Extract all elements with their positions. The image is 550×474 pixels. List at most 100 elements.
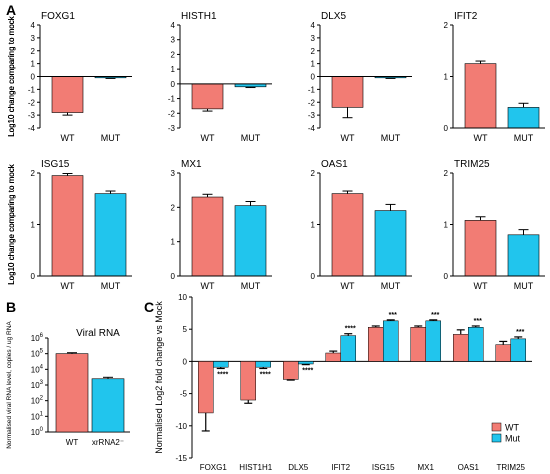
y-tick-label: -4: [28, 124, 36, 133]
y-tick-label: 0: [171, 80, 176, 89]
chart-title: HISTH1: [181, 11, 217, 22]
y-tick-label: -1: [308, 85, 316, 94]
y-tick-label: 2: [171, 50, 176, 59]
x-tick-label-foxg1: FOXG1: [200, 463, 228, 472]
y-tick-label: 1: [31, 60, 36, 69]
y-axis-label: Log10 change comparing to mock: [7, 163, 16, 285]
y-tick-label: 2: [31, 47, 36, 56]
y-tick-label: 1: [444, 73, 449, 82]
panel-a-chart-dlx5: DLX5 Log10 change comparing to mock -4 -3 -2…: [7, 11, 412, 143]
y-tick-label: 2: [444, 169, 449, 178]
y-tick-label: -4: [308, 124, 316, 133]
y-tick-label: 103: [31, 380, 44, 390]
x-tick-label-mx1: MX1: [418, 463, 435, 472]
y-tick-label: 101: [31, 411, 44, 421]
y-tick-label: -3: [168, 124, 176, 133]
bar-trim25-mut: [510, 338, 526, 362]
y-tick-label: 0: [311, 73, 316, 82]
y-tick-label: 100: [31, 427, 44, 437]
y-tick-label: 0: [311, 272, 316, 281]
y-axis-label: Log10 change comparing to mock: [7, 163, 16, 285]
y-tick-label: -10: [175, 422, 187, 431]
panel-a-chart-histh1: HISTH1 Log10 change comparing to mock -3 -2…: [7, 11, 272, 143]
panel-b-chart: Viral RNA Normalised viral RNA level, cop…: [6, 321, 130, 449]
panel-a-chart-mx1: MX1 Log10 change comparing to mock 0 1 2 3 WT M…: [7, 159, 272, 291]
legend-label-mut: Mut: [505, 434, 521, 444]
y-tick-label: 0: [31, 272, 36, 281]
significance-label: ****: [260, 371, 271, 378]
y-tick-label: 0: [444, 124, 449, 133]
y-tick-label: 102: [31, 396, 44, 406]
y-tick-label: 0: [31, 73, 36, 82]
x-tick-label-mut: MUT: [514, 133, 534, 143]
bar-wt: [464, 220, 497, 277]
chart-title: ISG15: [41, 159, 70, 170]
significance-label: ***: [474, 318, 482, 325]
bar-wt: [331, 193, 364, 277]
bar-foxg1-wt: [198, 361, 214, 414]
bar-wt: [55, 353, 89, 433]
bar-foxg1-mut: [213, 361, 229, 368]
y-tick-label: -3: [28, 111, 36, 120]
chart-title: FOXG1: [41, 11, 75, 22]
x-tick-label-mut: MUT: [101, 281, 121, 291]
x-tick-label-ifit2: IFIT2: [331, 463, 350, 472]
panel-c-chart: Normalised Log2 fold change vs Mock -15 -1…: [154, 293, 532, 472]
y-tick-label: 3: [311, 34, 316, 43]
bar-wt: [51, 76, 84, 113]
bar-mut: [94, 193, 127, 277]
x-tick-label-isg15: ISG15: [372, 463, 395, 472]
y-tick-label: 2: [444, 21, 449, 30]
bar-hist1h1-mut: [255, 361, 271, 368]
panel-a-chart-ifit2: IFIT2 Log10 change comparing to mock 0 1 2 WT…: [7, 11, 545, 143]
significance-label: ****: [302, 368, 313, 375]
y-tick-label: 1: [31, 221, 36, 230]
bar-dlx5-mut: [298, 361, 314, 365]
x-tick-label-mut: MUT: [241, 133, 261, 143]
x-tick-label-xrrna2: xrRNA2⁻: [92, 438, 124, 447]
bar-mut: [507, 234, 540, 277]
bar-wt: [51, 175, 84, 277]
chart-title: IFIT2: [454, 11, 478, 22]
bar-oas1-mut: [468, 327, 484, 362]
x-tick-label-mut: MUT: [381, 133, 401, 143]
y-axis-label: Log10 change comparing to mock: [7, 15, 16, 137]
y-tick-label: 0: [171, 272, 176, 281]
y-tick-label: 5: [183, 325, 188, 334]
bar-mut: [507, 107, 540, 129]
x-tick-label-hist1h1: HIST1H1: [239, 463, 272, 472]
y-tick-label: 0: [183, 357, 188, 366]
bar-wt: [464, 63, 497, 129]
panel-a-chart-isg15: ISG15 Log10 change comparing to mock 0 1 2 WT…: [7, 159, 132, 291]
y-tick-label: 3: [31, 34, 36, 43]
y-axis-label: Log10 change comparing to mock: [7, 163, 16, 285]
y-tick-label: -15: [175, 454, 187, 463]
y-tick-label: 1: [444, 221, 449, 230]
chart-title: OAS1: [321, 159, 348, 170]
x-tick-label-wt: WT: [474, 281, 488, 291]
significance-label: ****: [345, 326, 356, 333]
x-tick-label-oas1: OAS1: [458, 463, 480, 472]
x-tick-label-wt: WT: [341, 133, 355, 143]
y-tick-label: -2: [28, 98, 36, 107]
bar-wt: [331, 76, 364, 108]
y-tick-label: 0: [444, 272, 449, 281]
panel-a-chart-trim25: TRIM25 Log10 change comparing to mock 0 1 2 W…: [7, 159, 545, 291]
significance-label: ***: [516, 329, 524, 336]
bar-xrrna2: [91, 378, 125, 433]
x-tick-label-mut: MUT: [381, 281, 401, 291]
bar-mut: [374, 210, 407, 277]
y-axis-label: Log10 change comparing to mock: [7, 163, 16, 285]
bar-mut: [234, 205, 267, 277]
y-tick-label: -5: [180, 390, 188, 399]
y-tick-label: 4: [31, 21, 36, 30]
legend-swatch-wt: [491, 422, 502, 432]
x-tick-label-trim25: TRIM25: [497, 463, 526, 472]
bar-ifit2-wt: [325, 352, 341, 362]
significance-label: ****: [217, 371, 228, 378]
y-axis-label: Log10 change comparing to mock: [7, 15, 16, 137]
y-tick-label: 106: [31, 333, 44, 343]
x-tick-label-wt: WT: [474, 133, 488, 143]
